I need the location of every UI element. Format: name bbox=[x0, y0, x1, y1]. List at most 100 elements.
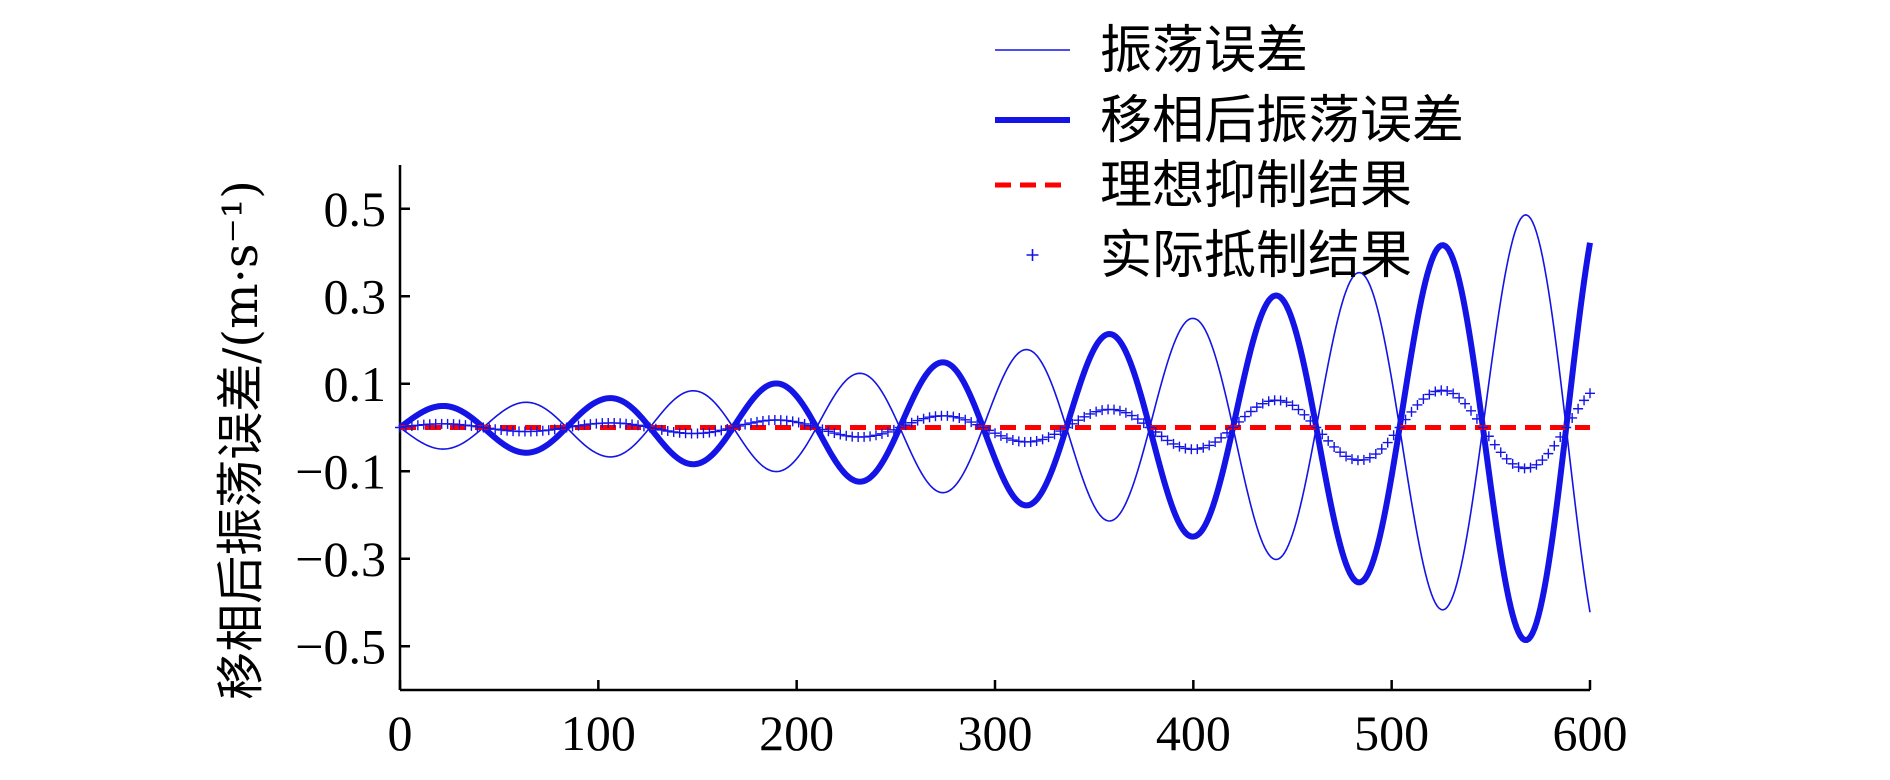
plus-marker bbox=[1239, 411, 1250, 422]
plot-area bbox=[395, 214, 1595, 644]
plus-marker bbox=[1281, 397, 1292, 408]
plus-marker bbox=[1293, 404, 1304, 415]
plus-marker bbox=[1216, 432, 1227, 443]
plus-marker bbox=[1376, 443, 1387, 454]
plus-marker bbox=[662, 425, 673, 436]
plus-marker bbox=[835, 429, 846, 440]
plus-marker bbox=[1501, 453, 1512, 464]
plus-marker bbox=[549, 424, 560, 435]
plus-marker bbox=[900, 420, 911, 431]
plus-marker bbox=[1454, 392, 1465, 403]
x-tick-label: 0 bbox=[388, 705, 413, 761]
series-3 bbox=[395, 385, 1595, 474]
plus-marker bbox=[1370, 449, 1381, 460]
series-line bbox=[399, 214, 1591, 613]
plus-marker bbox=[1388, 430, 1399, 441]
plus-marker bbox=[871, 430, 881, 441]
plus-marker bbox=[561, 422, 572, 433]
plus-marker bbox=[823, 426, 834, 437]
plus-marker bbox=[656, 424, 667, 435]
plus-marker bbox=[995, 430, 1006, 441]
plus-marker bbox=[746, 418, 757, 429]
plus-marker bbox=[1150, 426, 1161, 437]
plus-marker bbox=[1233, 416, 1244, 427]
plus-marker bbox=[1430, 386, 1441, 397]
plus-marker bbox=[1424, 389, 1435, 400]
y-tick-label: 0.3 bbox=[324, 268, 387, 324]
plus-marker bbox=[1007, 435, 1018, 446]
x-tick-label: 400 bbox=[1156, 705, 1231, 761]
plus-marker bbox=[1567, 412, 1578, 423]
plus-marker bbox=[1543, 448, 1554, 459]
plus-marker bbox=[1311, 422, 1322, 433]
plus-marker bbox=[1329, 441, 1340, 452]
plus-marker bbox=[1418, 394, 1429, 405]
plus-marker bbox=[728, 422, 739, 433]
y-tick-label: −0.1 bbox=[295, 443, 386, 499]
plus-marker bbox=[1210, 437, 1221, 448]
plus-marker bbox=[722, 423, 733, 434]
plus-marker bbox=[1585, 388, 1595, 399]
x-tick-label: 600 bbox=[1553, 705, 1628, 761]
plus-marker bbox=[1109, 404, 1119, 415]
series-line bbox=[398, 242, 1593, 644]
plus-marker bbox=[1489, 439, 1500, 450]
plus-marker bbox=[1579, 395, 1590, 406]
plus-marker bbox=[1323, 435, 1334, 446]
plus-marker bbox=[644, 422, 655, 433]
plus-marker bbox=[1198, 442, 1209, 453]
plus-marker bbox=[1079, 411, 1090, 422]
plus-marker bbox=[1168, 438, 1179, 449]
plus-marker bbox=[811, 422, 822, 433]
plus-marker bbox=[1555, 431, 1566, 442]
plus-marker bbox=[829, 428, 840, 439]
plus-marker bbox=[1341, 451, 1352, 462]
plus-marker bbox=[1031, 435, 1042, 446]
plus-marker bbox=[990, 428, 1000, 439]
plus-marker bbox=[555, 423, 566, 434]
plus-marker bbox=[1573, 403, 1584, 414]
plus-marker bbox=[567, 421, 578, 432]
plus-marker bbox=[1138, 418, 1149, 429]
plus-marker bbox=[1347, 454, 1357, 465]
plus-marker bbox=[1222, 427, 1233, 438]
plus-marker bbox=[752, 416, 762, 427]
plus-marker bbox=[734, 420, 745, 431]
plus-marker bbox=[716, 425, 727, 436]
plus-marker bbox=[1180, 443, 1191, 454]
ticks bbox=[398, 207, 1592, 690]
plus-marker bbox=[1466, 405, 1476, 416]
plus-marker bbox=[1263, 396, 1274, 407]
plus-marker bbox=[966, 417, 977, 428]
plus-marker bbox=[1156, 431, 1167, 442]
plus-marker bbox=[1174, 441, 1185, 452]
plus-marker bbox=[1025, 436, 1036, 447]
plus-marker bbox=[650, 423, 661, 434]
x-tick-label: 100 bbox=[561, 705, 636, 761]
plus-marker bbox=[1126, 410, 1137, 421]
plus-marker bbox=[805, 420, 816, 431]
plus-marker bbox=[627, 419, 638, 430]
plus-marker bbox=[954, 412, 965, 423]
legend-swatch bbox=[1026, 249, 1039, 261]
legend-entry: 实际抵制结果 bbox=[1026, 226, 1412, 286]
plus-marker bbox=[1049, 429, 1060, 440]
y-tick-label: 0.5 bbox=[324, 181, 387, 237]
y-tick-label: −0.3 bbox=[295, 531, 386, 587]
legend-label: 实际抵制结果 bbox=[1100, 226, 1412, 286]
plus-marker bbox=[888, 424, 899, 435]
plus-marker bbox=[1055, 426, 1066, 437]
plus-marker bbox=[1382, 437, 1393, 448]
tick-labels: 0.5 0.3 0.1 −0.1 −0.3 −0.50 100 200 300 400 500 600 bbox=[295, 181, 1627, 761]
plus-marker bbox=[1287, 400, 1298, 411]
plus-marker bbox=[621, 418, 632, 429]
y-axis-label: 移相后振荡误差/(m·s⁻¹) bbox=[213, 180, 269, 700]
plus-marker bbox=[1561, 422, 1572, 433]
plus-marker bbox=[1507, 458, 1518, 469]
plus-marker bbox=[1406, 406, 1417, 417]
plus-marker bbox=[1442, 385, 1453, 396]
plus-marker bbox=[1245, 406, 1256, 417]
plus-marker bbox=[579, 419, 590, 430]
plus-marker bbox=[740, 419, 751, 430]
plus-marker bbox=[781, 415, 792, 426]
